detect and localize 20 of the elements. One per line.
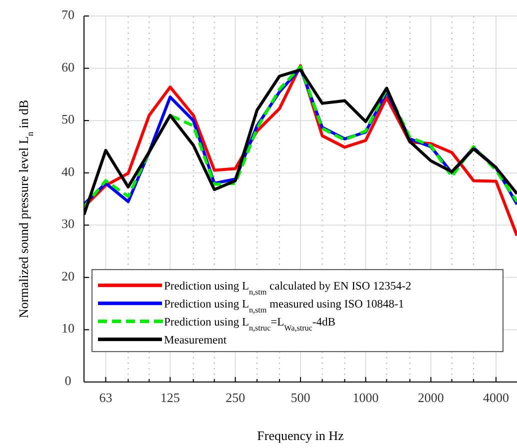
y-tick-label: 50 xyxy=(62,112,74,127)
x-tick-label: 500 xyxy=(290,390,310,405)
legend-label: Prediction using L$_{n,stm}$ calculated by EN ISO 12354-2 xyxy=(164,280,412,296)
x-tick-label: 4000 xyxy=(483,390,510,405)
legend-label: Prediction using L$_{n,struc}$=L$_{Wa,struc}$-4dB xyxy=(164,316,336,332)
y-tick-label: 20 xyxy=(62,268,74,284)
x-tick-label: 250 xyxy=(226,390,246,405)
y-tick-label: 70 xyxy=(62,6,74,22)
legend-label: Prediction using L$_{n,stm}$ measured using ISO 10848-1 xyxy=(164,298,404,314)
x-axis-title: Frequency in Hz xyxy=(257,428,344,443)
legend-label: Measurement xyxy=(164,334,228,347)
y-tick-label: 60 xyxy=(62,59,74,74)
x-tick-label: 1000 xyxy=(352,390,379,405)
x-tick-label: 125 xyxy=(160,390,180,405)
y-tick-label: 10 xyxy=(62,320,74,336)
x-tick-label: 2000 xyxy=(418,390,444,405)
x-tick-label: 63 xyxy=(99,390,112,405)
y-tick-label: 30 xyxy=(62,216,74,232)
y-tick-label: 40 xyxy=(62,164,74,179)
y-tick-label: 0 xyxy=(64,372,72,388)
